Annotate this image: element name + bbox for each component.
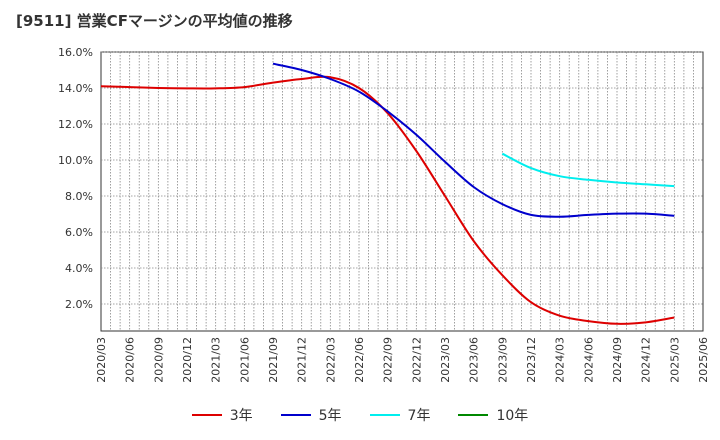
plot-frame	[100, 51, 704, 332]
legend-swatch	[191, 414, 222, 416]
x-tick-label: 2020/12	[181, 337, 194, 383]
x-tick-label: 2023/03	[439, 337, 452, 383]
x-tick-label: 2025/03	[668, 337, 681, 383]
axis-layer: 2.0% 4.0% 6.0% 8.0% 10.0% 12.0% 14.0% 16.0% 2020…	[58, 46, 710, 383]
legend-label: 3年	[229, 408, 253, 424]
legend-item: 5年	[280, 405, 342, 425]
y-tick-label: 2.0%	[65, 298, 93, 311]
legend-swatch	[369, 414, 400, 416]
x-tick-label: 2020/09	[152, 337, 165, 383]
x-tick-label: 2022/12	[410, 337, 423, 383]
y-tick-label: 4.0%	[65, 262, 93, 275]
legend-item: 10年	[458, 405, 528, 425]
x-tick-label: 2021/09	[267, 337, 280, 383]
x-tick-label: 2024/06	[582, 337, 595, 383]
legend-label: 7年	[407, 408, 431, 424]
legend-swatch	[280, 414, 311, 416]
x-tick-label: 2020/03	[95, 337, 108, 383]
x-tick-label: 2021/06	[238, 337, 251, 383]
x-tick-label: 2021/03	[210, 337, 223, 383]
legend-label: 10年	[496, 408, 529, 424]
x-tick-label: 2021/12	[296, 337, 309, 383]
series-line-7年	[501, 152, 675, 188]
y-tick-label: 8.0%	[65, 190, 93, 203]
series-layer	[100, 62, 675, 325]
legend-swatch	[458, 414, 489, 416]
y-tick-label: 6.0%	[65, 226, 93, 239]
x-tick-label: 2022/09	[382, 337, 395, 383]
x-tick-label: 2020/06	[124, 337, 137, 383]
x-tick-label: 2023/09	[496, 337, 509, 383]
chart-legend: 3年 5年 7年 10年	[0, 404, 720, 426]
series-line-3年	[100, 75, 675, 325]
x-tick-label: 2025/06	[697, 337, 710, 383]
y-tick-label: 14.0%	[58, 82, 93, 95]
x-tick-label: 2022/03	[324, 337, 337, 383]
x-tick-label: 2024/12	[640, 337, 653, 383]
grid-layer	[100, 51, 704, 332]
x-tick-label: 2023/06	[468, 337, 481, 383]
x-tick-label: 2024/03	[554, 337, 567, 383]
legend-item: 7年	[369, 405, 431, 425]
y-tick-label: 16.0%	[58, 46, 93, 59]
legend-label: 5年	[318, 408, 342, 424]
y-tick-label: 10.0%	[58, 154, 93, 167]
x-tick-label: 2023/12	[525, 337, 538, 383]
y-tick-label: 12.0%	[58, 118, 93, 131]
series-line-5年	[272, 62, 675, 218]
x-tick-label: 2024/09	[611, 337, 624, 383]
x-tick-label: 2022/06	[353, 337, 366, 383]
legend-item: 3年	[191, 405, 253, 425]
chart-title: [9511] 営業CFマージンの平均値の推移	[16, 12, 293, 30]
